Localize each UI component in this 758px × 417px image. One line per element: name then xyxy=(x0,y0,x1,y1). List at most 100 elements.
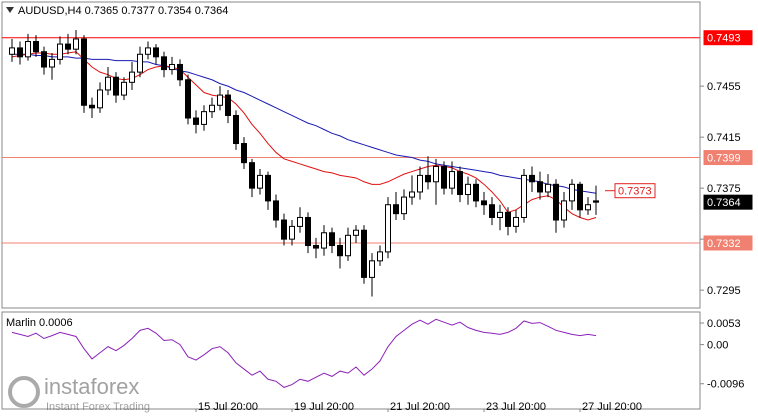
candle-body xyxy=(537,181,543,193)
candle-body xyxy=(185,79,191,119)
y-tick-label: -0.0096 xyxy=(707,379,744,391)
candle-body xyxy=(329,232,335,247)
candle-body xyxy=(145,47,151,55)
candle-body xyxy=(233,114,239,145)
level-label: 0.7493 xyxy=(707,33,741,45)
candle-body xyxy=(473,183,479,202)
candle-body xyxy=(377,251,383,262)
candle-body xyxy=(505,211,511,227)
candle-body xyxy=(489,204,495,218)
candle-body xyxy=(585,204,591,211)
candle-body xyxy=(529,174,535,183)
candle-body xyxy=(497,211,503,218)
candle-body xyxy=(289,225,295,240)
level-box xyxy=(703,235,753,251)
candle-body xyxy=(177,63,183,81)
candle-body xyxy=(169,63,175,71)
plot: 0.74550.74150.73750.73350.72950.00530.00… xyxy=(2,30,744,412)
logo-icon xyxy=(8,376,40,408)
candle-body xyxy=(257,174,263,189)
marker-label: 0.7373 xyxy=(618,186,652,198)
y-tick-label: 0.7455 xyxy=(707,81,741,93)
candle-body xyxy=(305,216,311,247)
candle-body xyxy=(201,111,207,125)
candle-body xyxy=(337,245,343,257)
y-tick-label: 0.7375 xyxy=(707,183,741,195)
x-tick-label: 21 Jul 20:00 xyxy=(390,401,450,413)
y-tick-label: 0.00 xyxy=(707,340,728,352)
candle-body xyxy=(441,165,447,189)
candle-body xyxy=(513,216,519,227)
candle-body xyxy=(209,104,215,113)
current-price-label: 0.7364 xyxy=(707,197,741,209)
candle-body xyxy=(73,38,79,50)
candle-body xyxy=(553,183,559,221)
x-tick-label: 27 Jul 20:00 xyxy=(582,401,642,413)
candle-body xyxy=(153,47,159,58)
symbol-icon xyxy=(6,7,14,13)
candle-body xyxy=(385,204,391,253)
main-frame xyxy=(1,1,701,309)
candle-body xyxy=(297,216,303,227)
candle-body xyxy=(465,183,471,196)
candle-body xyxy=(121,81,127,96)
level-box xyxy=(703,30,753,46)
candle-body xyxy=(129,71,135,83)
candle-body xyxy=(137,53,143,73)
x-tick-label: 19 Jul 20:00 xyxy=(294,401,354,413)
candle-body xyxy=(265,174,271,202)
candle-body xyxy=(457,171,463,196)
current-price-box xyxy=(703,194,753,210)
candle-body xyxy=(217,94,223,106)
candle-body xyxy=(97,89,103,109)
candle-body xyxy=(89,104,95,109)
candle-body xyxy=(81,38,87,106)
level-label: 0.7332 xyxy=(707,238,741,250)
candle-body xyxy=(593,200,599,203)
candle-body xyxy=(481,200,487,206)
candle-body xyxy=(401,196,407,215)
candle-body xyxy=(417,174,423,193)
candle-body xyxy=(161,56,167,71)
watermark-slogan: Instant Forex Trading xyxy=(46,401,150,413)
candle-body xyxy=(9,47,15,55)
x-tick-label: 23 Jul 20:00 xyxy=(486,401,546,413)
y-tick-label: 0.7295 xyxy=(707,285,741,297)
candle-body xyxy=(33,41,39,53)
moving-average xyxy=(12,53,597,194)
candle-body xyxy=(193,117,199,125)
candle-body xyxy=(113,76,119,96)
candle-body xyxy=(241,143,247,164)
candle-body xyxy=(273,200,279,221)
candle-body xyxy=(545,183,551,193)
candle-body xyxy=(577,183,583,211)
watermark-name: instaforex xyxy=(44,374,139,399)
candle-body xyxy=(281,219,287,240)
y-tick-label: 0.7415 xyxy=(707,132,741,144)
indicator-label: Marlin 0.0006 xyxy=(6,317,73,329)
moving-average xyxy=(11,51,597,221)
candle-body xyxy=(353,229,359,236)
candle-body xyxy=(345,234,351,257)
x-tick-label: 15 Jul 20:00 xyxy=(198,401,258,413)
candle-body xyxy=(521,174,527,218)
candle-body xyxy=(393,204,399,215)
y-tick-label: 0.0053 xyxy=(707,318,741,330)
marker-box xyxy=(614,183,656,199)
candle-body xyxy=(49,58,55,68)
watermark: instaforex Instant Forex Trading xyxy=(8,374,150,413)
candle-body xyxy=(105,76,111,91)
candle-body xyxy=(225,94,231,116)
candle-body xyxy=(369,260,375,278)
candle-body xyxy=(425,174,431,183)
candle-body xyxy=(17,47,23,58)
candle-body xyxy=(321,232,327,249)
oscillator-line xyxy=(11,318,597,388)
level-box xyxy=(703,150,753,166)
level-label: 0.7399 xyxy=(707,152,741,164)
candle-body xyxy=(361,229,367,278)
candle-body xyxy=(313,245,319,249)
candle-body xyxy=(249,162,255,189)
